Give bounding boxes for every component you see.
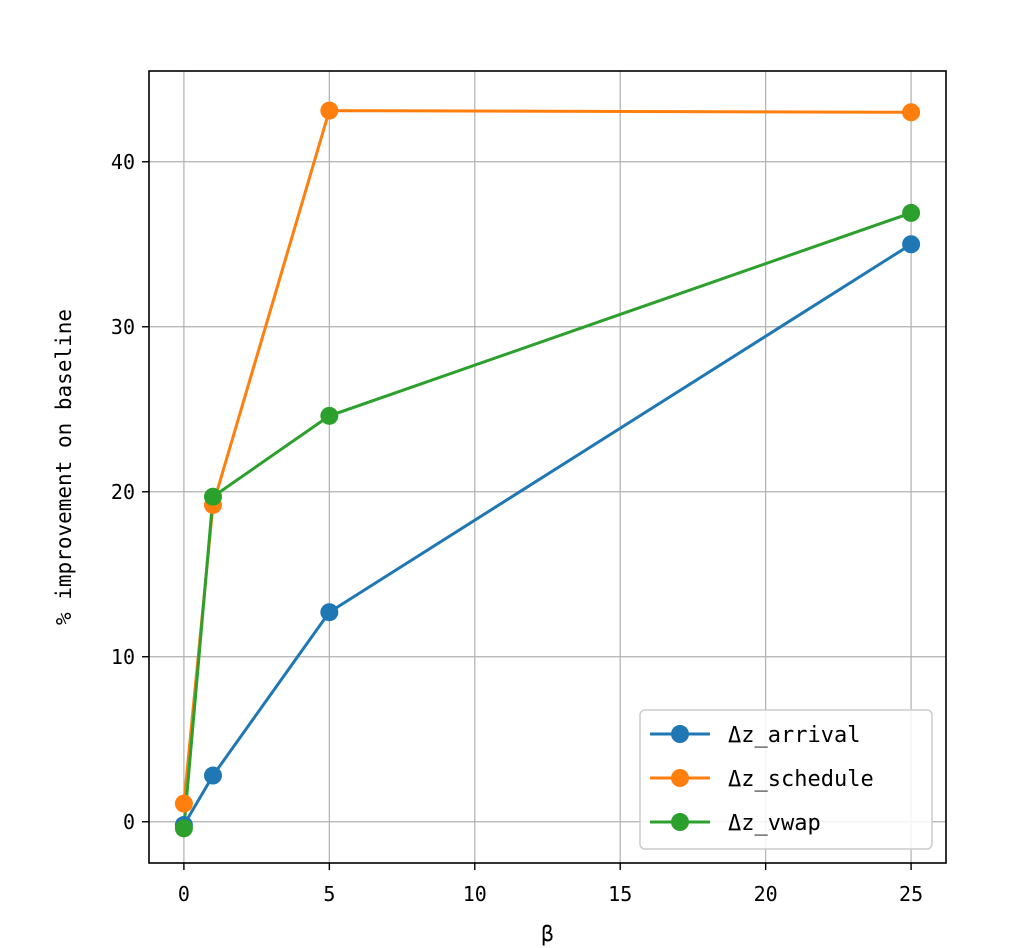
series-lines: [182, 109, 912, 829]
data-point-2-1: [203, 487, 222, 506]
data-point-1-2: [320, 101, 339, 120]
x-tick-label: 15: [608, 882, 632, 906]
data-point-2-2: [320, 406, 339, 425]
legend-marker-0: [671, 725, 689, 743]
x-tick-label: 25: [899, 882, 923, 906]
data-point-0-3: [902, 235, 921, 254]
series-line-2: [182, 211, 912, 829]
legend-marker-1: [671, 769, 689, 787]
legend-marker-2: [671, 813, 689, 831]
y-tick-label: 20: [111, 480, 135, 504]
legend-label-0: Δz_arrival: [728, 723, 860, 748]
plot-frame: [148, 70, 947, 864]
data-point-0-2: [320, 603, 339, 622]
data-point-1-3: [902, 103, 921, 122]
data-point-0-1: [203, 766, 222, 785]
legend: Δz_arrival Δz_schedule Δz_vwap: [639, 709, 933, 850]
y-tick-label: 10: [111, 645, 135, 669]
x-tick-label: 10: [463, 882, 487, 906]
series-markers: [174, 101, 921, 838]
data-point-2-0: [174, 819, 193, 838]
grid-lines: [149, 71, 946, 863]
x-tick-label: 5: [323, 882, 335, 906]
legend-label-2: Δz_vwap: [728, 811, 821, 836]
x-tick-label: 0: [178, 882, 190, 906]
data-point-1-0: [174, 794, 193, 813]
y-axis-ticks: 0 10 20 30 40: [111, 150, 149, 834]
x-tick-label: 20: [754, 882, 778, 906]
y-tick-label: 40: [111, 150, 135, 174]
legend-label-1: Δz_schedule: [728, 767, 874, 792]
y-tick-label: 0: [123, 810, 135, 834]
legend-box: [639, 709, 933, 850]
y-axis-label: % improvement on baseline: [52, 309, 76, 625]
x-axis-ticks: 0 5 10 15 20 25: [178, 863, 923, 906]
x-axis-label: β: [541, 922, 554, 946]
data-point-2-3: [902, 203, 921, 222]
y-tick-label: 30: [111, 315, 135, 339]
series-line-0: [182, 243, 912, 826]
